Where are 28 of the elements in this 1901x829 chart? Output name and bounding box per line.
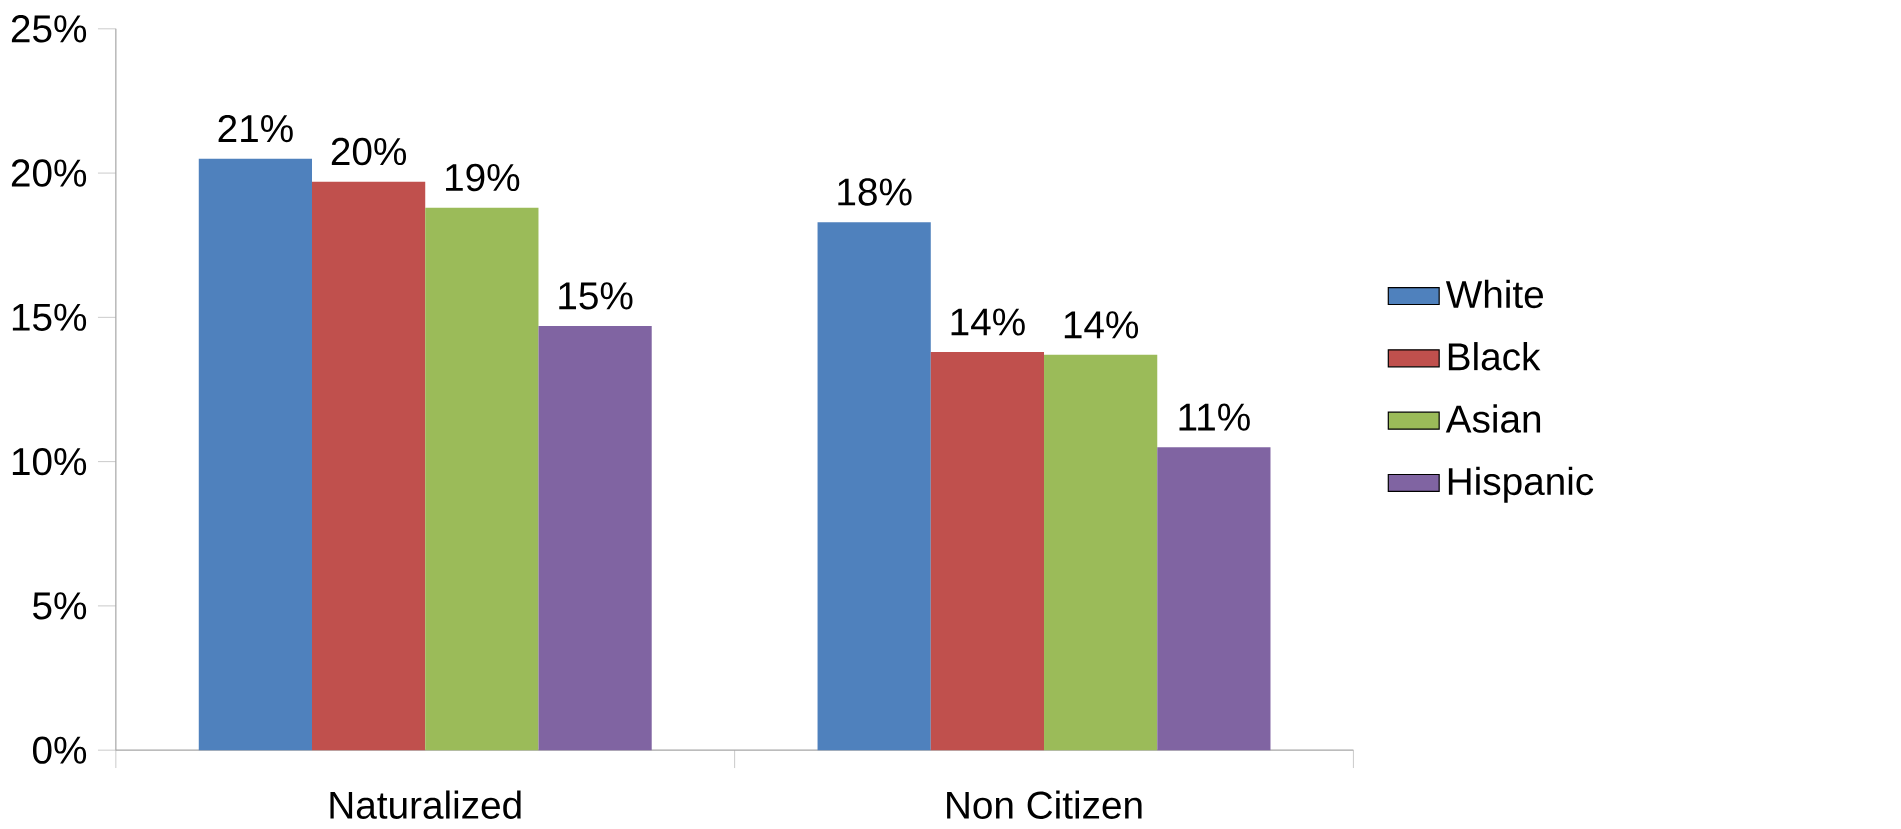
x-tick-label: Naturalized — [330, 790, 521, 819]
bar — [312, 181, 426, 751]
legend-label: Hispanic — [1448, 466, 1594, 503]
data-label: 14% — [1064, 311, 1139, 339]
legend-label: Asian — [1445, 404, 1541, 433]
y-tick-label: 25% — [11, 15, 87, 43]
data-label: 15% — [559, 282, 633, 310]
bar — [198, 158, 312, 751]
data-label: 20% — [331, 137, 407, 166]
bar — [1157, 447, 1271, 751]
y-tick-label: 10% — [12, 447, 87, 476]
y-tick-label: 20% — [11, 159, 87, 187]
y-tick-label: 5% — [33, 592, 87, 620]
legend-label: Black — [1448, 342, 1541, 371]
x-tick-label: Non Citizen — [947, 790, 1142, 819]
bar — [538, 326, 652, 751]
data-label: 11% — [1179, 403, 1250, 431]
y-tick-label: 15% — [12, 303, 87, 332]
data-label: 21% — [218, 114, 293, 143]
y-tick-label: 0% — [32, 736, 87, 764]
data-label: 19% — [446, 163, 520, 192]
data-label: 18% — [838, 178, 912, 206]
legend-label: White — [1445, 279, 1543, 309]
data-label: 14% — [951, 308, 1025, 336]
bar — [1044, 354, 1158, 751]
bar — [930, 352, 1045, 751]
bar — [817, 222, 931, 751]
bar — [425, 207, 539, 751]
